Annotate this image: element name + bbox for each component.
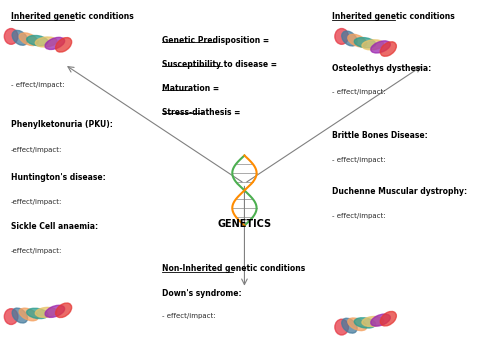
Ellipse shape (371, 41, 390, 53)
Ellipse shape (19, 33, 38, 46)
Ellipse shape (335, 29, 348, 44)
Text: Genetic Predisposition =: Genetic Predisposition = (162, 36, 269, 46)
Ellipse shape (348, 318, 366, 331)
Text: - effect/impact:: - effect/impact: (162, 313, 216, 319)
Text: -effect/impact:: -effect/impact: (11, 248, 63, 254)
Text: - effect/impact:: - effect/impact: (332, 89, 386, 95)
Text: -effect/impact:: -effect/impact: (11, 199, 63, 205)
Ellipse shape (4, 29, 18, 44)
Ellipse shape (362, 40, 384, 50)
Ellipse shape (12, 30, 28, 45)
Text: Inherited genetic conditions: Inherited genetic conditions (11, 12, 134, 21)
Text: Non-Inherited genetic conditions: Non-Inherited genetic conditions (162, 264, 305, 273)
Text: Duchenne Muscular dystrophy:: Duchenne Muscular dystrophy: (332, 187, 467, 196)
Ellipse shape (348, 34, 366, 47)
Ellipse shape (12, 308, 28, 323)
Ellipse shape (342, 318, 357, 333)
Ellipse shape (26, 308, 48, 319)
Ellipse shape (36, 37, 57, 47)
Ellipse shape (380, 311, 396, 326)
Ellipse shape (56, 303, 72, 318)
Text: Susceptibility to disease =: Susceptibility to disease = (162, 60, 277, 69)
Text: Sickle Cell anaemia:: Sickle Cell anaemia: (11, 222, 98, 231)
Text: Inherited genetic conditions: Inherited genetic conditions (332, 12, 454, 21)
Ellipse shape (45, 37, 64, 49)
Ellipse shape (371, 314, 390, 326)
Ellipse shape (36, 307, 57, 317)
Ellipse shape (354, 37, 376, 48)
Text: Stress-diathesis =: Stress-diathesis = (162, 108, 240, 117)
Text: Maturation =: Maturation = (162, 84, 219, 93)
Ellipse shape (45, 305, 64, 317)
Text: - effect/impact:: - effect/impact: (11, 82, 64, 88)
Text: GENETICS: GENETICS (218, 219, 272, 228)
Ellipse shape (354, 318, 376, 328)
Ellipse shape (380, 42, 396, 56)
Ellipse shape (342, 31, 357, 46)
Text: Brittle Bones Disease:: Brittle Bones Disease: (332, 131, 428, 140)
Ellipse shape (4, 309, 18, 324)
Ellipse shape (362, 317, 384, 327)
Ellipse shape (19, 308, 38, 321)
Ellipse shape (335, 319, 348, 335)
Text: Osteolethys dysthesia:: Osteolethys dysthesia: (332, 65, 431, 73)
Text: - effect/impact:: - effect/impact: (332, 157, 386, 163)
Text: -effect/impact:: -effect/impact: (11, 147, 63, 153)
Text: Huntington's disease:: Huntington's disease: (11, 173, 106, 182)
Text: Down's syndrome:: Down's syndrome: (162, 288, 242, 298)
Ellipse shape (26, 35, 48, 46)
Ellipse shape (56, 37, 72, 52)
Text: - effect/impact:: - effect/impact: (332, 213, 386, 219)
Text: Phenylketonuria (PKU):: Phenylketonuria (PKU): (11, 120, 113, 130)
